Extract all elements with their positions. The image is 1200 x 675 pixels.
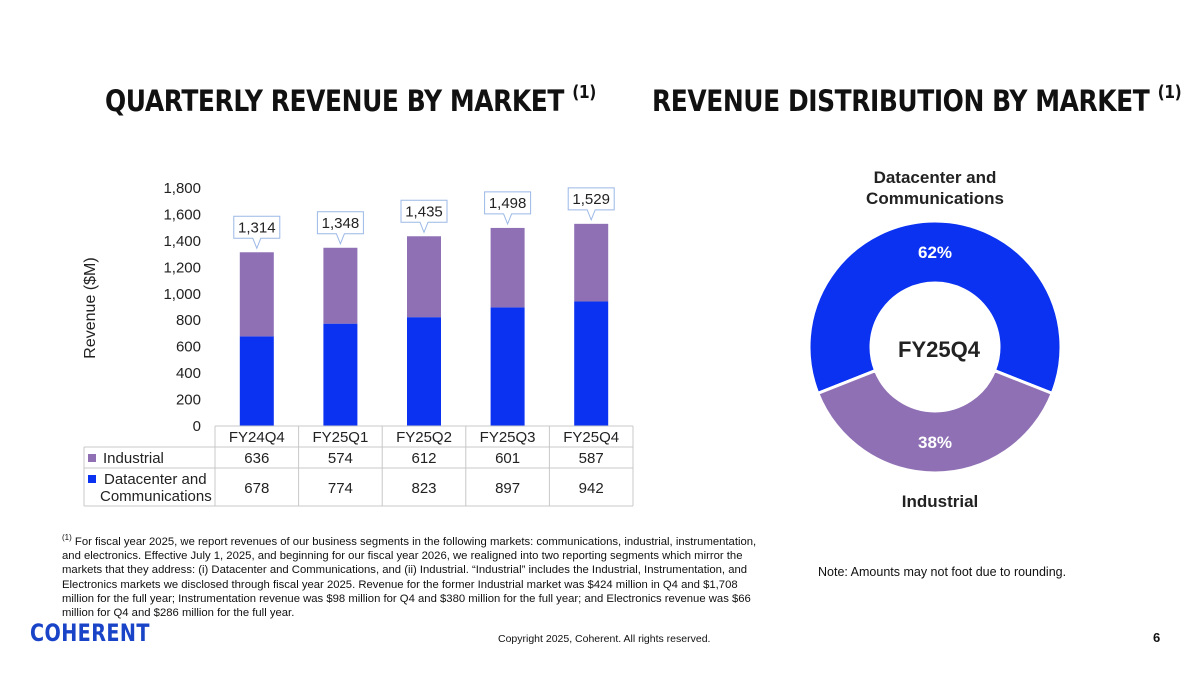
y-tick-label: 0 — [193, 418, 201, 435]
callout-box — [233, 215, 281, 250]
table-cell-industrial: 612 — [411, 450, 436, 467]
callout-box — [567, 187, 615, 222]
total-callout-FY25Q1: 1,348 — [316, 211, 364, 246]
total-callout-FY25Q2: 1,435 — [400, 199, 448, 234]
table-cell-datacenter: 942 — [579, 480, 604, 497]
bar-industrial-FY25Q1 — [323, 247, 358, 324]
copyright: Copyright 2025, Coherent. All rights res… — [498, 633, 711, 645]
bar-datacenter-FY24Q4 — [239, 336, 274, 426]
total-callout-FY25Q3: 1,498 — [484, 191, 532, 226]
right-chart-title: REVENUE DISTRIBUTION BY MARKET (1) — [652, 82, 1182, 118]
legend-swatch-datacenter — [88, 475, 96, 483]
legend-label-datacenter-line1: Datacenter and — [104, 471, 207, 488]
bar-industrial-FY25Q3 — [490, 227, 525, 308]
x-tick-label: FY25Q4 — [563, 429, 619, 446]
donut-slice-datacenter — [807, 219, 1063, 396]
table-cell-datacenter: 678 — [244, 480, 269, 497]
x-tick-label: FY25Q2 — [396, 429, 452, 446]
table-cell-datacenter: 897 — [495, 480, 520, 497]
callout-box — [400, 199, 448, 234]
bar-datacenter-FY25Q3 — [490, 307, 525, 426]
bar-industrial-FY24Q4 — [239, 252, 274, 337]
table-cell-industrial: 601 — [495, 450, 520, 467]
total-callout-FY25Q4: 1,529 — [567, 187, 615, 222]
legend-label-industrial: Industrial — [103, 450, 164, 467]
legend-label-datacenter-line2: Communications — [100, 488, 212, 505]
bar-industrial-FY25Q2 — [407, 236, 441, 318]
legend-swatch-industrial — [88, 454, 96, 462]
donut-label-datacenter-line2: Communications — [866, 189, 1004, 208]
bar-datacenter-FY25Q4 — [574, 301, 609, 426]
total-label: 1,314 — [238, 219, 276, 236]
coherent-logo: COHERENT — [30, 619, 150, 647]
x-tick-label: FY24Q4 — [229, 429, 285, 446]
donut-pct-label: 62% — [918, 243, 952, 262]
y-tick-label: 600 — [176, 339, 201, 356]
x-tick-label: FY25Q1 — [312, 429, 368, 446]
y-tick-label: 800 — [176, 312, 201, 329]
y-tick-label: 200 — [176, 392, 201, 409]
y-tick-label: 1,400 — [163, 233, 201, 250]
table-cell-datacenter: 823 — [411, 480, 436, 497]
x-tick-label: FY25Q3 — [480, 429, 536, 446]
total-label: 1,529 — [572, 191, 610, 208]
y-tick-label: 400 — [176, 365, 201, 382]
total-label: 1,348 — [322, 215, 360, 232]
footnote-marker: (1) — [62, 533, 72, 542]
table-cell-industrial: 587 — [579, 450, 604, 467]
page-number: 6 — [1153, 630, 1161, 645]
total-label: 1,435 — [405, 203, 443, 220]
y-tick-label: 1,200 — [163, 259, 201, 276]
y-axis-label: Revenue ($M) — [82, 257, 99, 358]
bar-datacenter-FY25Q2 — [407, 317, 441, 426]
donut-slice-industrial — [815, 368, 1055, 475]
total-label: 1,498 — [489, 195, 527, 212]
left-chart-title: QUARTERLY REVENUE BY MARKET (1) — [105, 82, 596, 118]
total-callout-FY24Q4: 1,314 — [233, 215, 281, 250]
y-tick-label: 1,800 — [163, 180, 201, 197]
footnote-text: For fiscal year 2025, we report revenues… — [62, 535, 757, 620]
y-tick-label: 1,000 — [163, 286, 201, 303]
callout-box — [316, 211, 364, 246]
table-cell-industrial: 636 — [244, 450, 269, 467]
table-cell-datacenter: 774 — [328, 480, 353, 497]
donut-label-industrial: Industrial — [902, 492, 979, 511]
y-tick-label: 1,600 — [163, 206, 201, 223]
bar-industrial-FY25Q4 — [574, 223, 609, 302]
donut-center-label: FY25Q4 — [898, 337, 981, 362]
bar-datacenter-FY25Q1 — [323, 323, 358, 426]
callout-box — [484, 191, 532, 226]
footnote: (1) For fiscal year 2025, we report reve… — [62, 531, 762, 621]
donut-label-datacenter-line1: Datacenter and — [874, 168, 997, 187]
donut-pct-label: 38% — [918, 433, 952, 452]
rounding-note: Note: Amounts may not foot due to roundi… — [818, 565, 1067, 579]
table-cell-industrial: 574 — [328, 450, 353, 467]
